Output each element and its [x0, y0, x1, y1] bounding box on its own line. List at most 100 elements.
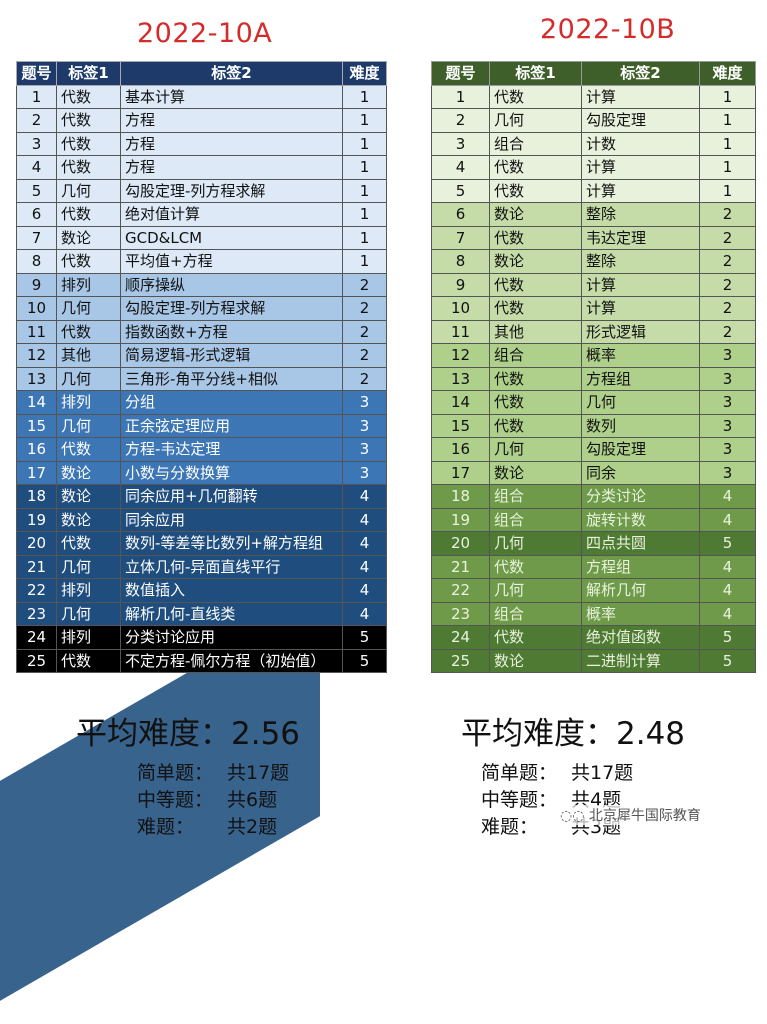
problem-number-cell: 19 — [16, 507, 57, 532]
tag1-cell: 几何 — [56, 178, 121, 203]
table-row: 12 其他 简易逻辑-形式逻辑 2 — [16, 343, 387, 368]
exam-a-hard-count: 难题： 共2题 — [137, 812, 277, 839]
tag1-cell: 代数 — [56, 131, 121, 156]
tag2-cell: 计算 — [581, 84, 700, 109]
difficulty-cell: 2 — [699, 249, 756, 274]
tag1-cell: 代数 — [489, 225, 582, 250]
difficulty-cell: 3 — [699, 366, 756, 391]
problem-number-cell: 18 — [16, 484, 57, 509]
tag1-cell: 其他 — [56, 343, 121, 368]
difficulty-cell: 1 — [342, 178, 387, 203]
column-header: 标签1 — [56, 61, 121, 86]
difficulty-cell: 3 — [699, 437, 756, 462]
tag2-cell: 绝对值计算 — [120, 202, 343, 227]
difficulty-cell: 4 — [699, 554, 756, 579]
tag2-cell: 分类讨论 — [581, 484, 700, 509]
difficulty-cell: 4 — [699, 578, 756, 603]
exam-b-table: 题号 标签1 标签2 难度 1 代数 计算 1 2 几何 勾股定理 1 3 组合 计数 1 4 代数 计算 1 5 代数… — [431, 61, 756, 673]
exam-a-easy-count: 简单题： 共17题 — [137, 758, 289, 785]
problem-number-cell: 8 — [431, 249, 490, 274]
table-row: 16 代数 方程-韦达定理 3 — [16, 437, 387, 462]
tag1-cell: 排列 — [56, 625, 121, 650]
tag2-cell: 勾股定理 — [581, 437, 700, 462]
difficulty-cell: 2 — [342, 296, 387, 321]
tag2-cell: GCD&LCM — [120, 225, 343, 250]
tag2-cell: 二进制计算 — [581, 648, 700, 673]
column-header: 题号 — [431, 61, 490, 86]
table-row: 24 排列 分类讨论应用 5 — [16, 625, 387, 650]
table-row: 8 数论 整除 2 — [431, 249, 756, 274]
table-row: 2 代数 方程 1 — [16, 108, 387, 133]
tag1-cell: 组合 — [489, 601, 582, 626]
table-row: 21 几何 立体几何-异面直线平行 4 — [16, 554, 387, 579]
table-row: 22 几何 解析几何 4 — [431, 578, 756, 603]
table-row: 18 数论 同余应用+几何翻转 4 — [16, 484, 387, 509]
tag2-cell: 简易逻辑-形式逻辑 — [120, 343, 343, 368]
tag1-cell: 几何 — [56, 413, 121, 438]
tag1-cell: 组合 — [489, 484, 582, 509]
table-row: 12 组合 概率 3 — [431, 343, 756, 368]
column-header: 难度 — [342, 61, 387, 86]
table-row: 25 代数 不定方程-佩尔方程（初始值） 5 — [16, 648, 387, 673]
tag2-cell: 小数与分数换算 — [120, 460, 343, 485]
tag2-cell: 不定方程-佩尔方程（初始值） — [120, 648, 343, 673]
tag1-cell: 代数 — [56, 202, 121, 227]
tag2-cell: 计数 — [581, 131, 700, 156]
tag2-cell: 方程 — [120, 155, 343, 180]
table-row: 20 几何 四点共圆 5 — [431, 531, 756, 556]
difficulty-cell: 1 — [699, 131, 756, 156]
count-value: 共17题 — [571, 762, 634, 784]
difficulty-cell: 4 — [342, 484, 387, 509]
tag1-cell: 代数 — [489, 390, 582, 415]
table-row: 19 数论 同余应用 4 — [16, 507, 387, 532]
count-label: 中等题： — [137, 789, 214, 811]
table-row: 2 几何 勾股定理 1 — [431, 108, 756, 133]
problem-number-cell: 4 — [16, 155, 57, 180]
tag1-cell: 数论 — [56, 507, 121, 532]
problem-number-cell: 8 — [16, 249, 57, 274]
tag2-cell: 概率 — [581, 343, 700, 368]
table-row: 23 组合 概率 4 — [431, 601, 756, 626]
count-value: 共17题 — [227, 762, 290, 784]
wechat-icon: ◌◌ — [560, 808, 589, 824]
problem-number-cell: 4 — [431, 155, 490, 180]
difficulty-cell: 1 — [342, 202, 387, 227]
problem-number-cell: 1 — [431, 84, 490, 109]
tag1-cell: 几何 — [56, 554, 121, 579]
tag2-cell: 顺序操纵 — [120, 272, 343, 297]
tag2-cell: 数列-等差等比数列+解方程组 — [120, 531, 343, 556]
tag1-cell: 数论 — [489, 202, 582, 227]
count-label: 中等题： — [481, 789, 558, 811]
difficulty-cell: 5 — [342, 648, 387, 673]
tag2-cell: 方程 — [120, 108, 343, 133]
difficulty-cell: 2 — [699, 319, 756, 344]
difficulty-cell: 4 — [342, 507, 387, 532]
table-row: 4 代数 方程 1 — [16, 155, 387, 180]
tag2-cell: 四点共圆 — [581, 531, 700, 556]
tag2-cell: 方程组 — [581, 366, 700, 391]
tag2-cell: 方程-韦达定理 — [120, 437, 343, 462]
table-row: 13 代数 方程组 3 — [431, 366, 756, 391]
table-row: 1 代数 计算 1 — [431, 84, 756, 109]
tag2-cell: 方程 — [120, 131, 343, 156]
tag1-cell: 排列 — [56, 578, 121, 603]
table-row: 5 代数 计算 1 — [431, 178, 756, 203]
column-header: 题号 — [16, 61, 57, 86]
column-header: 标签2 — [581, 61, 700, 86]
difficulty-cell: 5 — [699, 531, 756, 556]
table-row: 11 代数 指数函数+方程 2 — [16, 319, 387, 344]
count-label: 简单题： — [481, 762, 558, 784]
tag2-cell: 计算 — [581, 155, 700, 180]
difficulty-cell: 5 — [342, 625, 387, 650]
tag1-cell: 代数 — [489, 296, 582, 321]
tag1-cell: 数论 — [56, 460, 121, 485]
tag1-cell: 几何 — [489, 108, 582, 133]
tag2-cell: 同余应用+几何翻转 — [120, 484, 343, 509]
tag1-cell: 几何 — [489, 437, 582, 462]
tag1-cell: 数论 — [489, 460, 582, 485]
table-row: 3 代数 方程 1 — [16, 131, 387, 156]
table-row: 8 代数 平均值+方程 1 — [16, 249, 387, 274]
problem-number-cell: 5 — [431, 178, 490, 203]
tag2-cell: 正余弦定理应用 — [120, 413, 343, 438]
table-row: 11 其他 形式逻辑 2 — [431, 319, 756, 344]
